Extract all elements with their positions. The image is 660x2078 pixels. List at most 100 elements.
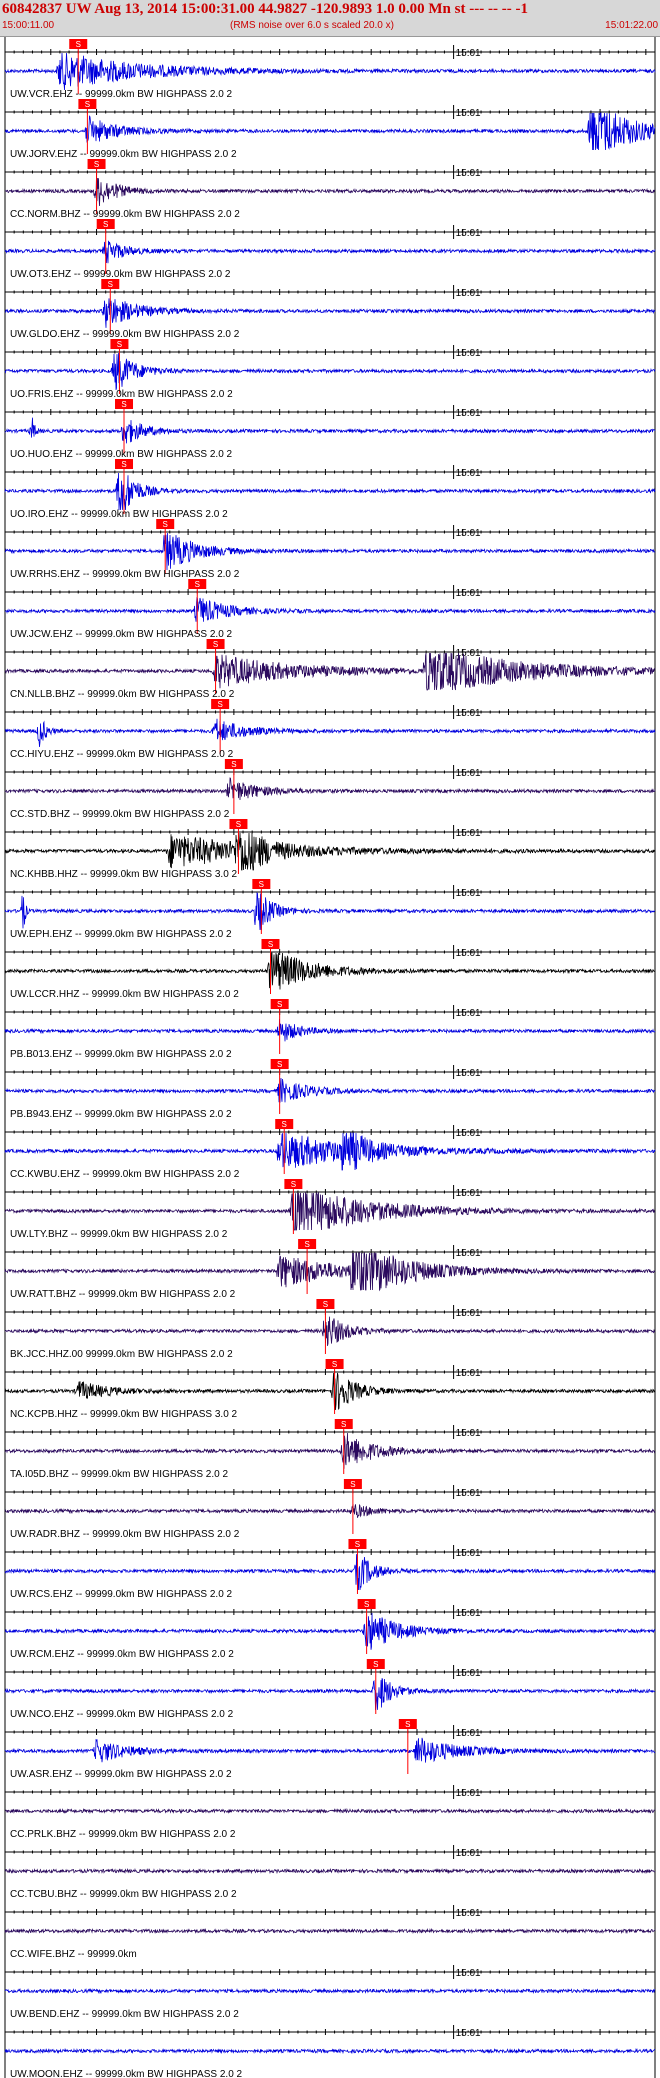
trace-row: 15:01 S CN.NLLB.BHZ -- 99999.0km BW HIGHPA… [4, 639, 656, 700]
pick-label: S [213, 640, 218, 649]
pick-flag [325, 1359, 344, 1369]
start-time: 15:00:11.00 [2, 20, 55, 31]
minute-tick-label: 15:01 [456, 948, 481, 959]
minute-tick-label: 15:01 [456, 288, 481, 299]
pick-label: S [163, 520, 168, 529]
station-label: PB.B013.EHZ -- 99999.0km BW HIGHPASS 2.0… [10, 1049, 232, 1060]
station-label: UW.JCW.EHZ -- 99999.0km BW HIGHPASS 2.0 … [10, 629, 233, 640]
pick-flag [211, 699, 230, 709]
minute-tick-label: 15:01 [456, 168, 481, 179]
pick-flag [348, 1539, 367, 1549]
trace-row: 15:01 S UW.ASR.EHZ -- 99999.0km BW HIGHPAS… [4, 1719, 656, 1780]
pick-flag [101, 279, 120, 289]
pick-label: S [291, 1180, 296, 1189]
pick-label: S [236, 820, 241, 829]
pick-label: S [304, 1240, 309, 1249]
trace-row: 15:01 S UW.LTY.BHZ -- 99999.0km BW HIGHPAS… [4, 1179, 656, 1240]
pick-label: S [117, 340, 122, 349]
trace-row: 15:01 S NC.KCPB.HHZ -- 99999.0km BW HIGHPA… [4, 1359, 656, 1420]
noise-note: (RMS noise over 6.0 s scaled 20.0 x) [230, 20, 394, 31]
pick-label: S [332, 1360, 337, 1369]
minute-tick-label: 15:01 [456, 2028, 481, 2039]
pick-label: S [282, 1120, 287, 1129]
station-label: UW.LTY.BHZ -- 99999.0km BW HIGHPASS 2.0 … [10, 1229, 228, 1240]
pick-label: S [341, 1420, 346, 1429]
trace-row: 15:01 S CC.HIYU.EHZ -- 99999.0km BW HIGHPA… [4, 699, 656, 760]
waveform-line [4, 1867, 656, 1875]
station-label: CC.PRLK.BHZ -- 99999.0km BW HIGHPASS 2.0… [10, 1829, 236, 1840]
station-label: CC.NORM.BHZ -- 99999.0km BW HIGHPASS 2.0… [10, 209, 240, 220]
trace-row: 15:01 S UW.GLDO.EHZ -- 99999.0km BW HIGHPA… [4, 279, 656, 340]
waveform-line [4, 2047, 656, 2055]
station-label: UW.ASR.EHZ -- 99999.0km BW HIGHPASS 2.0 … [10, 1769, 232, 1780]
pick-label: S [76, 40, 81, 49]
station-label: UW.RADR.BHZ -- 99999.0km BW HIGHPASS 2.0… [10, 1529, 240, 1540]
pick-label: S [217, 700, 222, 709]
pick-label: S [268, 940, 273, 949]
minute-tick-label: 15:01 [456, 1908, 481, 1919]
minute-tick-label: 15:01 [456, 768, 481, 779]
minute-tick-label: 15:01 [456, 1728, 481, 1739]
pick-flag [284, 1179, 303, 1189]
pick-label: S [121, 460, 126, 469]
minute-tick-label: 15:01 [456, 468, 481, 479]
minute-tick-label: 15:01 [456, 1968, 481, 1979]
header-bar: 60842837 UW Aug 13, 2014 15:00:31.00 44.… [0, 0, 660, 37]
pick-label: S [323, 1300, 328, 1309]
pick-flag [261, 939, 280, 949]
station-label: UW.GLDO.EHZ -- 99999.0km BW HIGHPASS 2.0… [10, 329, 240, 340]
pick-flag [316, 1299, 335, 1309]
minute-tick-label: 15:01 [456, 1188, 481, 1199]
station-label: UW.VCR.EHZ -- 99999.0km BW HIGHPASS 2.0 … [10, 89, 233, 100]
pick-flag [270, 999, 289, 1009]
minute-tick-label: 15:01 [456, 108, 481, 119]
trace-row: 15:01 S CC.NORM.BHZ -- 99999.0km BW HIGHPA… [4, 159, 656, 220]
pick-flag [229, 819, 248, 829]
station-label: UW.JORV.EHZ -- 99999.0km BW HIGHPASS 2.0… [10, 149, 237, 160]
waveform-line [4, 1503, 656, 1518]
station-label: NC.KHBB.HHZ -- 99999.0km BW HIGHPASS 3.0… [10, 869, 238, 880]
minute-tick-label: 15:01 [456, 348, 481, 359]
trace-row: 15:01 S UW.VCR.EHZ -- 99999.0km BW HIGHPAS… [4, 39, 656, 100]
pick-flag [224, 759, 243, 769]
waveform-line [4, 777, 656, 801]
pick-label: S [350, 1480, 355, 1489]
minute-tick-label: 15:01 [456, 1128, 481, 1139]
minute-tick-label: 15:01 [456, 1668, 481, 1679]
trace-row: 15:01 UW.MOON.EHZ -- 99999.0km BW HIGHPAS… [4, 2025, 656, 2078]
pick-flag [110, 339, 129, 349]
station-label: CC.WIFE.BHZ -- 99999.0km [10, 1949, 137, 1960]
station-label: UO.FRIS.EHZ -- 99999.0km BW HIGHPASS 2.0… [10, 389, 233, 400]
trace-row: 15:01 S UW.NCO.EHZ -- 99999.0km BW HIGHPAS… [4, 1659, 656, 1720]
station-label: NC.KCPB.HHZ -- 99999.0km BW HIGHPASS 3.0… [10, 1409, 238, 1420]
waveform-line [4, 174, 656, 207]
trace-row: 15:01 S NC.KHBB.HHZ -- 99999.0km BW HIGHPA… [4, 819, 656, 880]
trace-row: 15:01 S BK.JCC.HHZ.00 99999.0km BW HIGHPAS… [4, 1299, 656, 1360]
pick-label: S [405, 1720, 410, 1729]
station-label: CC.STD.BHZ -- 99999.0km BW HIGHPASS 2.0 … [10, 809, 230, 820]
trace-row: 15:01 S CC.STD.BHZ -- 99999.0km BW HIGHPAS… [4, 759, 656, 820]
trace-row: 15:01 S UW.RCS.EHZ -- 99999.0km BW HIGHPAS… [4, 1539, 656, 1600]
station-label: TA.I05D.BHZ -- 99999.0km BW HIGHPASS 2.0… [10, 1469, 228, 1480]
minute-tick-label: 15:01 [456, 648, 481, 659]
pick-flag [275, 1119, 294, 1129]
pick-label: S [94, 160, 99, 169]
pick-flag [206, 639, 225, 649]
pick-flag [96, 219, 115, 229]
pick-flag [298, 1239, 317, 1249]
minute-tick-label: 15:01 [456, 528, 481, 539]
trace-row: 15:01 S UO.HUO.EHZ -- 99999.0km BW HIGHPAS… [4, 399, 656, 460]
pick-flag [357, 1599, 376, 1609]
waveform-line [4, 240, 656, 264]
waveform-line [4, 718, 656, 748]
minute-tick-label: 15:01 [456, 1488, 481, 1499]
waveform-line [4, 1252, 656, 1292]
waveform-line [4, 472, 656, 511]
pick-label: S [231, 760, 236, 769]
waveform-line [4, 892, 656, 931]
minute-tick-label: 15:01 [456, 1428, 481, 1439]
trace-row: 15:01 S UO.FRIS.EHZ -- 99999.0km BW HIGHPA… [4, 339, 656, 400]
station-label: BK.JCC.HHZ.00 99999.0km BW HIGHPASS 2.0 … [10, 1349, 233, 1360]
pick-label: S [277, 1060, 282, 1069]
seismogram-plot: 15:01 S UW.VCR.EHZ -- 99999.0km BW HIGHPAS… [4, 37, 656, 2078]
